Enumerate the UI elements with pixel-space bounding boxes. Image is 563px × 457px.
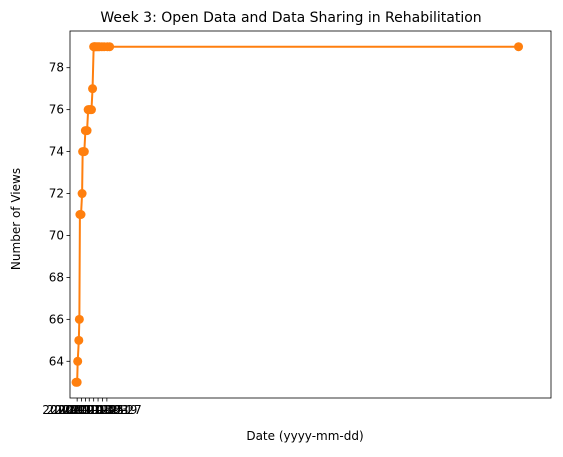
data-point [88, 84, 98, 94]
y-tick-label: 78 [49, 61, 64, 75]
y-tick-label: 76 [49, 103, 64, 117]
x-tick-label: 2020-12-27 [72, 403, 142, 417]
y-tick-label: 70 [49, 228, 64, 242]
data-point [74, 314, 84, 324]
x-tick-label: 2020-11-03 [42, 403, 112, 417]
data-point [77, 189, 87, 199]
data-point [76, 210, 86, 219]
y-tick-label: 74 [49, 145, 64, 159]
x-axis-label: Date (yyyy-mm-dd) [246, 429, 363, 443]
data-point [73, 356, 83, 366]
data-point [105, 42, 115, 52]
x-tick-label: 2020-12-11 [63, 403, 133, 417]
x-tick-label: 2020-11-25 [54, 403, 124, 417]
data-point [514, 42, 524, 52]
x-tick-label: 2020-12-19 [68, 403, 138, 417]
series-line [76, 45, 519, 384]
x-axis: 2020-11-032020-11-112020-11-182020-11-25… [42, 398, 142, 417]
data-point [86, 105, 96, 115]
chart-title: Week 3: Open Data and Data Sharing in Re… [100, 10, 481, 26]
data-point [74, 335, 84, 345]
data-point [79, 147, 89, 157]
data-point [72, 377, 82, 387]
y-tick-label: 64 [49, 354, 64, 368]
data-point [82, 126, 92, 136]
x-tick-label: 2020-11-11 [47, 403, 117, 417]
y-tick-label: 72 [49, 187, 64, 201]
plot-area [71, 42, 524, 387]
y-axis: 64 66 68 70 72 74 76 78 [49, 61, 70, 368]
y-axis-label: Number of Views [9, 168, 23, 270]
x-tick-label: 2020-12-03 [59, 403, 129, 417]
y-tick-label: 68 [49, 270, 64, 284]
y-tick-label: 66 [49, 312, 64, 326]
x-tick-label: 2020-11-18 [51, 403, 121, 417]
plot-frame [69, 30, 552, 399]
